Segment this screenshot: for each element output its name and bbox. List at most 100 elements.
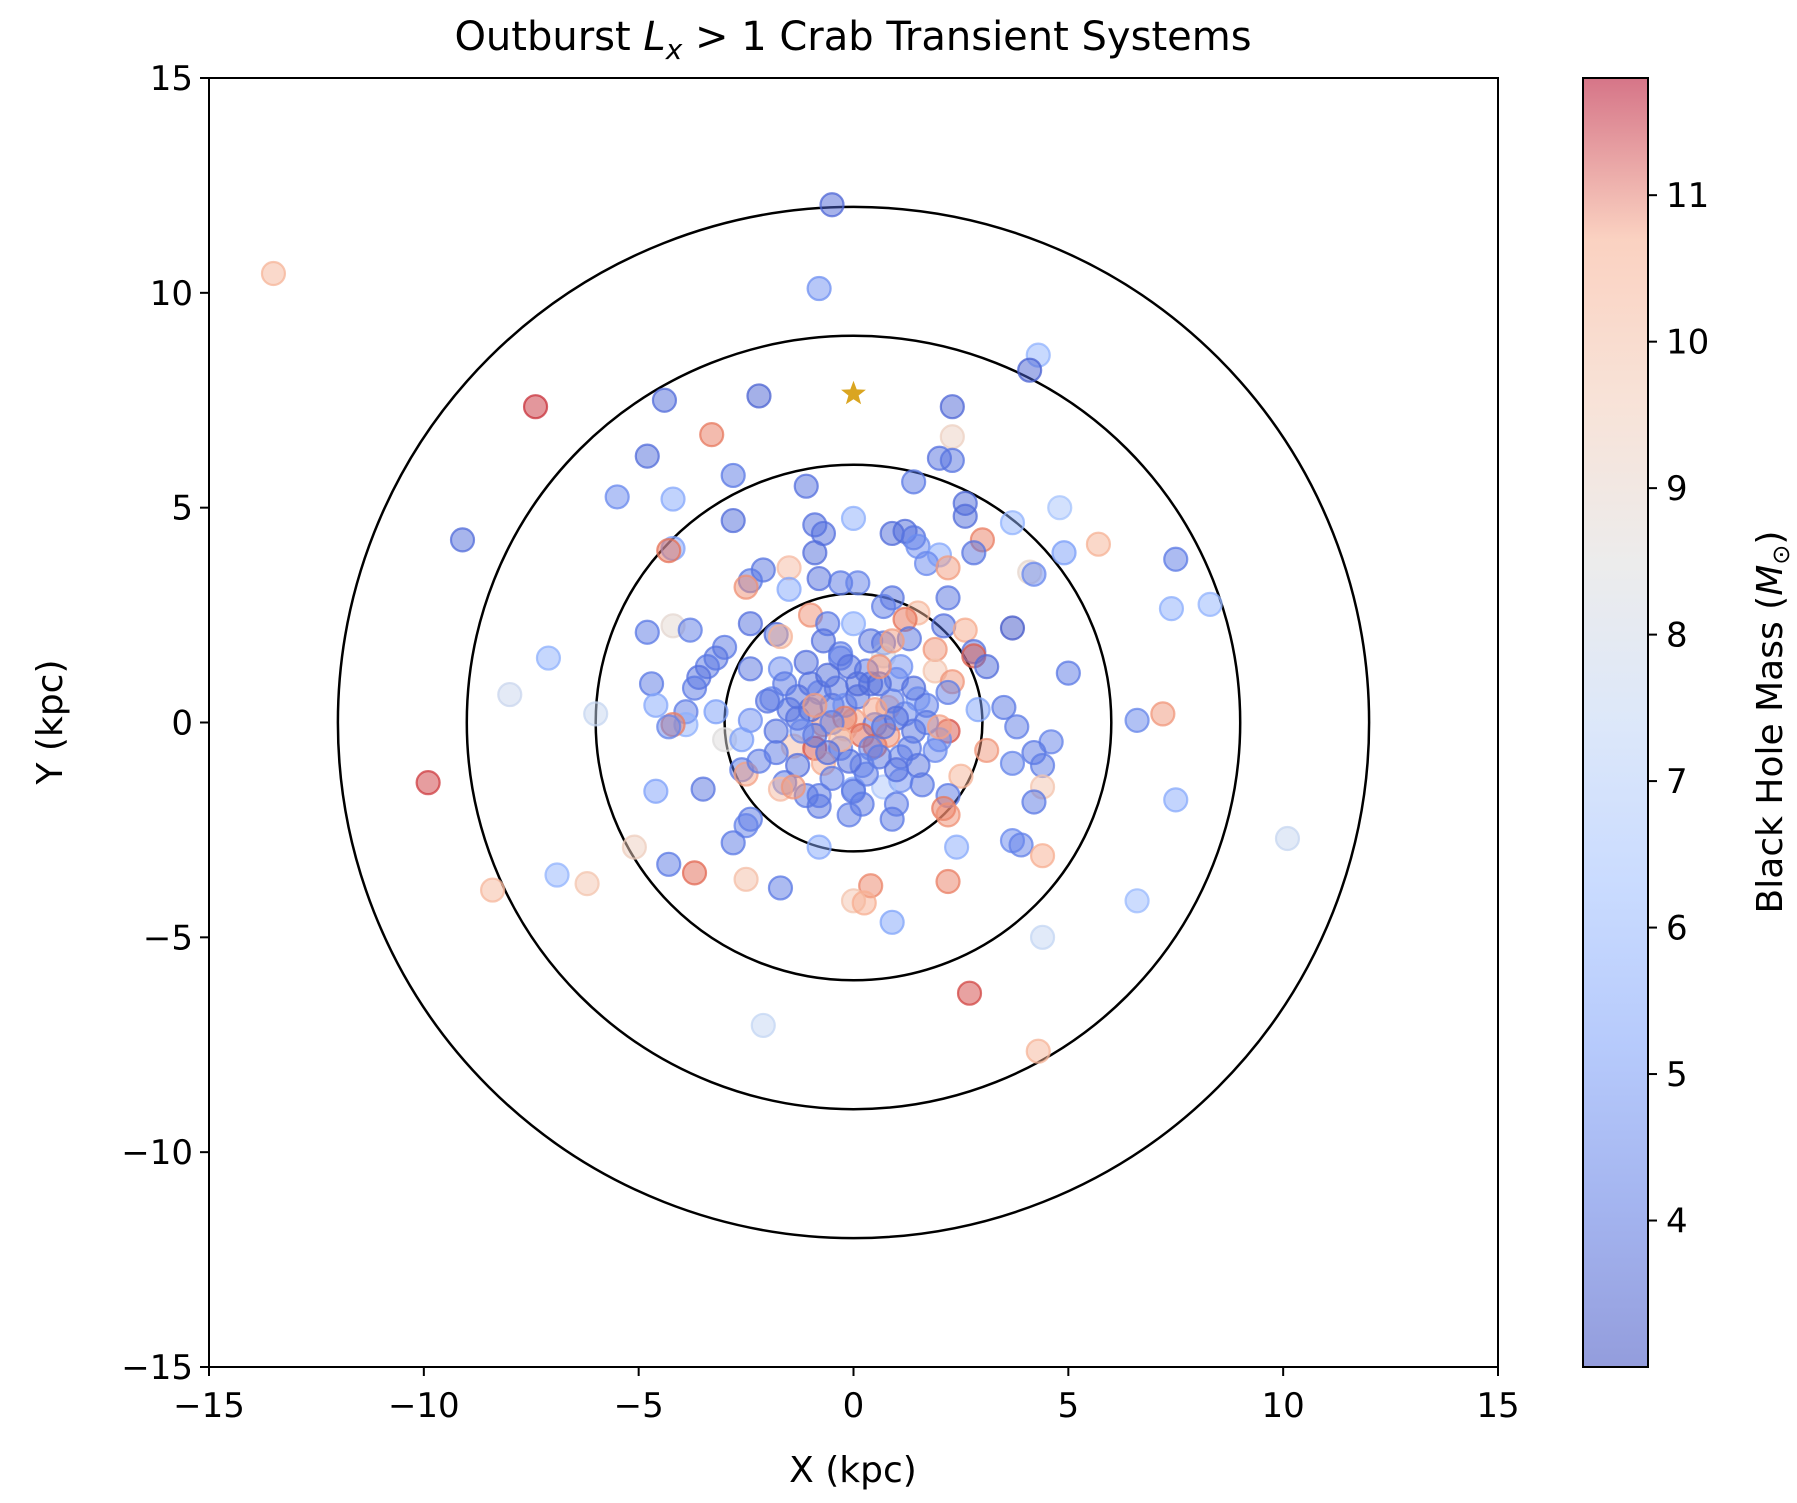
data-point (754, 688, 781, 714)
data-point (944, 834, 970, 860)
data-point (1029, 843, 1056, 869)
data-point (750, 1012, 776, 1039)
data-point (677, 617, 703, 643)
colorbar-label-text: Black Hole Mass ( (1750, 596, 1791, 914)
data-point (776, 697, 802, 723)
data-point (737, 656, 763, 682)
data-point (806, 275, 832, 302)
data-point (935, 868, 961, 895)
data-point (535, 645, 562, 671)
x-tick-label: 10 (1262, 1386, 1305, 1426)
x-tick-label: 0 (843, 1386, 865, 1426)
data-point (651, 387, 678, 413)
data-point (1029, 924, 1056, 950)
data-point (793, 649, 819, 675)
data-point (415, 770, 441, 796)
data-point (746, 383, 772, 409)
data-point (1124, 888, 1150, 914)
data-point (849, 791, 875, 817)
data-point (737, 611, 763, 637)
data-point (1158, 596, 1185, 622)
x-axis-ticks: −15 −10 −5 0 5 10 15 (173, 1367, 1520, 1426)
colorbar-label: Black Hole Mass (M⊙) (1750, 531, 1795, 914)
data-point (690, 776, 716, 802)
data-point (879, 806, 905, 832)
data-point (913, 550, 940, 577)
data-point (879, 909, 905, 935)
y-tick-label: 0 (171, 704, 193, 744)
data-point (991, 694, 1017, 721)
data-point (999, 750, 1026, 776)
data-point (935, 555, 961, 581)
data-point (660, 486, 686, 512)
data-point (1047, 495, 1073, 521)
x-tick-label: −5 (614, 1386, 664, 1426)
y-tick-label: 10 (150, 274, 193, 314)
data-point (853, 761, 879, 787)
data-point (939, 394, 965, 420)
y-tick-label: −5 (143, 918, 193, 958)
data-point (1163, 787, 1189, 813)
data-point (621, 834, 647, 860)
data-point (1029, 752, 1056, 779)
data-point (952, 503, 978, 529)
data-point (1055, 660, 1081, 686)
data-point (1051, 540, 1077, 566)
data-point (1085, 531, 1112, 557)
data-point (961, 540, 987, 566)
data-point (806, 782, 832, 809)
data-point (763, 718, 789, 744)
data-point (858, 735, 884, 761)
data-point (870, 714, 897, 740)
data-point (720, 507, 746, 534)
data-point (935, 802, 961, 828)
data-point (729, 727, 755, 753)
data-point (1150, 701, 1176, 727)
sun-star-icon (841, 380, 866, 405)
colorbar-ticks: 4 5 6 7 8 9 10 11 (1648, 176, 1709, 1242)
data-point (681, 675, 708, 701)
data-point (449, 527, 476, 553)
data-point (819, 765, 845, 791)
data-point (1021, 789, 1047, 815)
data-point (522, 394, 549, 420)
data-point (574, 871, 600, 897)
data-point (643, 692, 669, 718)
data-point (634, 619, 660, 645)
data-point (931, 613, 957, 639)
data-point (815, 739, 841, 766)
y-axis-label: Y (kpc) (30, 659, 71, 785)
data-point (819, 192, 845, 218)
reference-circles (336, 205, 1371, 1240)
colorbar-label-sub: ⊙ (1767, 545, 1795, 565)
data-point (802, 540, 828, 566)
data-point (604, 484, 630, 510)
y-axis-ticks: −15 −10 −5 0 5 10 15 (121, 59, 209, 1388)
data-point (922, 636, 948, 663)
scatter-points (260, 192, 1301, 1064)
data-point (965, 697, 991, 723)
data-point (1124, 707, 1150, 733)
data-point (733, 574, 759, 600)
data-point (802, 692, 828, 718)
data-point (767, 875, 794, 901)
colorbar-tick-label: 10 (1666, 323, 1709, 363)
data-point (851, 890, 877, 916)
data-point (836, 748, 862, 774)
data-point (840, 505, 867, 532)
data-point (999, 510, 1026, 536)
data-point (497, 681, 523, 708)
data-point (888, 654, 914, 680)
data-point (681, 860, 708, 886)
title-math-sub: x (665, 33, 683, 66)
data-point (780, 774, 806, 800)
data-point (948, 763, 974, 789)
data-point (956, 980, 983, 1006)
data-point (922, 737, 948, 764)
data-point (634, 443, 660, 469)
data-point (656, 851, 682, 877)
data-point (544, 862, 570, 888)
data-point (810, 628, 837, 654)
